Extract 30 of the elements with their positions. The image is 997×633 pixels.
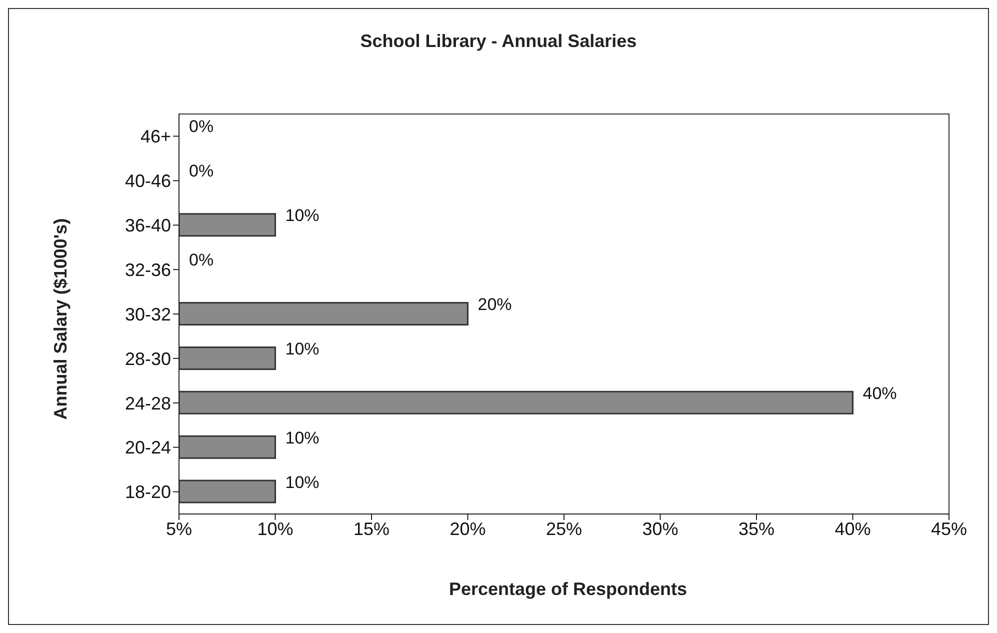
x-tick-label: 25% xyxy=(546,518,582,539)
x-tick-label: 40% xyxy=(834,518,871,539)
y-tick-label: 30-32 xyxy=(124,304,171,324)
y-axis-title: Annual Salary ($1000's) xyxy=(50,218,72,420)
data-label: 40% xyxy=(862,384,897,403)
y-tick-label: 28-30 xyxy=(124,348,171,369)
y-tick-label: 18-20 xyxy=(124,482,171,502)
x-tick-label: 20% xyxy=(450,518,486,539)
text: 0% xyxy=(189,250,214,270)
data-label: 10% xyxy=(285,206,320,226)
data-label: 10% xyxy=(285,339,320,358)
text: 0% xyxy=(189,162,214,181)
y-tick-label: 24-28 xyxy=(124,393,171,414)
data-label: 10% xyxy=(285,472,320,492)
y-tick-label: 20-24 xyxy=(124,438,171,458)
x-tick-label: 45% xyxy=(930,518,968,539)
data-label: 10% xyxy=(285,428,320,448)
y-tick-label: 46+ xyxy=(140,126,171,147)
y-tick-label: 40-46 xyxy=(124,171,171,192)
x-tick-label: 5% xyxy=(166,518,192,539)
y-tick-label: 36-40 xyxy=(124,216,171,236)
x-axis-title: Percentage of Respondents xyxy=(448,579,688,600)
x-tick-label: 30% xyxy=(642,518,678,539)
x-tick-label: 10% xyxy=(257,518,294,539)
chart-title: School Library - Annual Salaries xyxy=(359,31,638,52)
y-tick-label: 32-36 xyxy=(124,260,171,280)
x-tick-label: 15% xyxy=(353,518,390,539)
x-tick-label: 35% xyxy=(738,518,775,539)
text: 0% xyxy=(189,117,214,136)
data-label: 20% xyxy=(478,295,512,314)
